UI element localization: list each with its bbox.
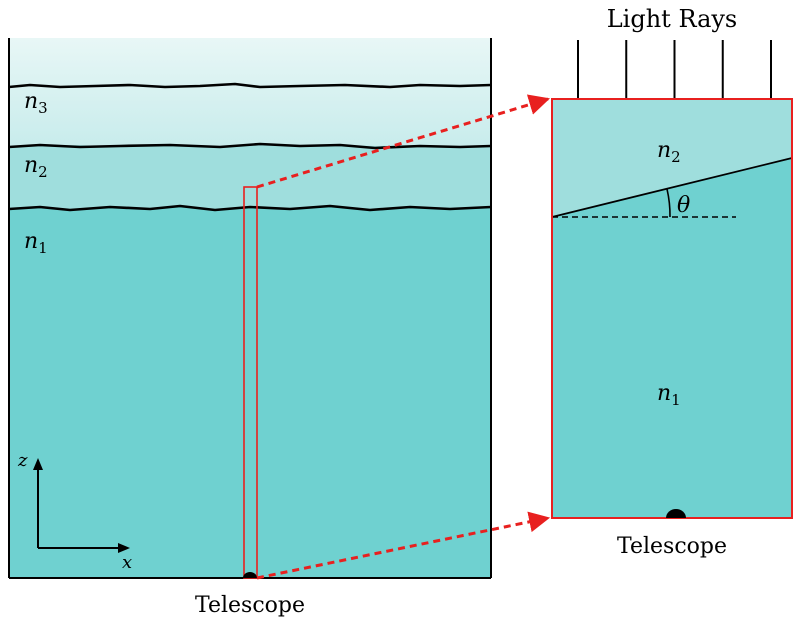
z-axis-label: z	[17, 450, 28, 471]
zoom-label-n1: n1	[657, 381, 681, 409]
layer-n1	[9, 206, 491, 578]
interface-n2-n1	[8, 204, 492, 212]
angle-label: θ	[677, 193, 690, 218]
label-n2: n2	[24, 153, 48, 181]
left-panel: n3 n2 n1 z x Telescope	[8, 38, 492, 618]
light-rays-title: Light Rays	[607, 5, 738, 33]
x-axis-label: x	[122, 552, 132, 573]
zoom-label-n2: n2	[657, 138, 681, 166]
z-axis-arrowhead	[33, 458, 43, 470]
zoom-connector-top	[256, 94, 551, 189]
zoom-layer-n2	[552, 99, 792, 217]
telescope-dot-right	[666, 509, 686, 518]
interface-n3-n2	[8, 142, 492, 150]
zoom-connector-bottom	[256, 511, 551, 580]
label-n3: n3	[24, 89, 48, 117]
zoom-connectors	[256, 94, 551, 580]
telescope-label-left: Telescope	[195, 593, 305, 618]
x-axis-arrowhead	[118, 543, 130, 553]
layer-n3	[9, 38, 491, 147]
interface-n3-top	[8, 82, 492, 89]
right-panel: Light Rays θ n2 n1 Telescope	[551, 5, 793, 559]
telescope-label-right: Telescope	[617, 534, 727, 559]
angle-arc	[666, 188, 671, 218]
layer-n2	[9, 144, 491, 209]
tilted-interface	[551, 157, 793, 218]
coordinate-axes: z x	[17, 450, 132, 573]
label-n1: n1	[24, 229, 48, 257]
telescope-dot-left	[243, 572, 257, 578]
